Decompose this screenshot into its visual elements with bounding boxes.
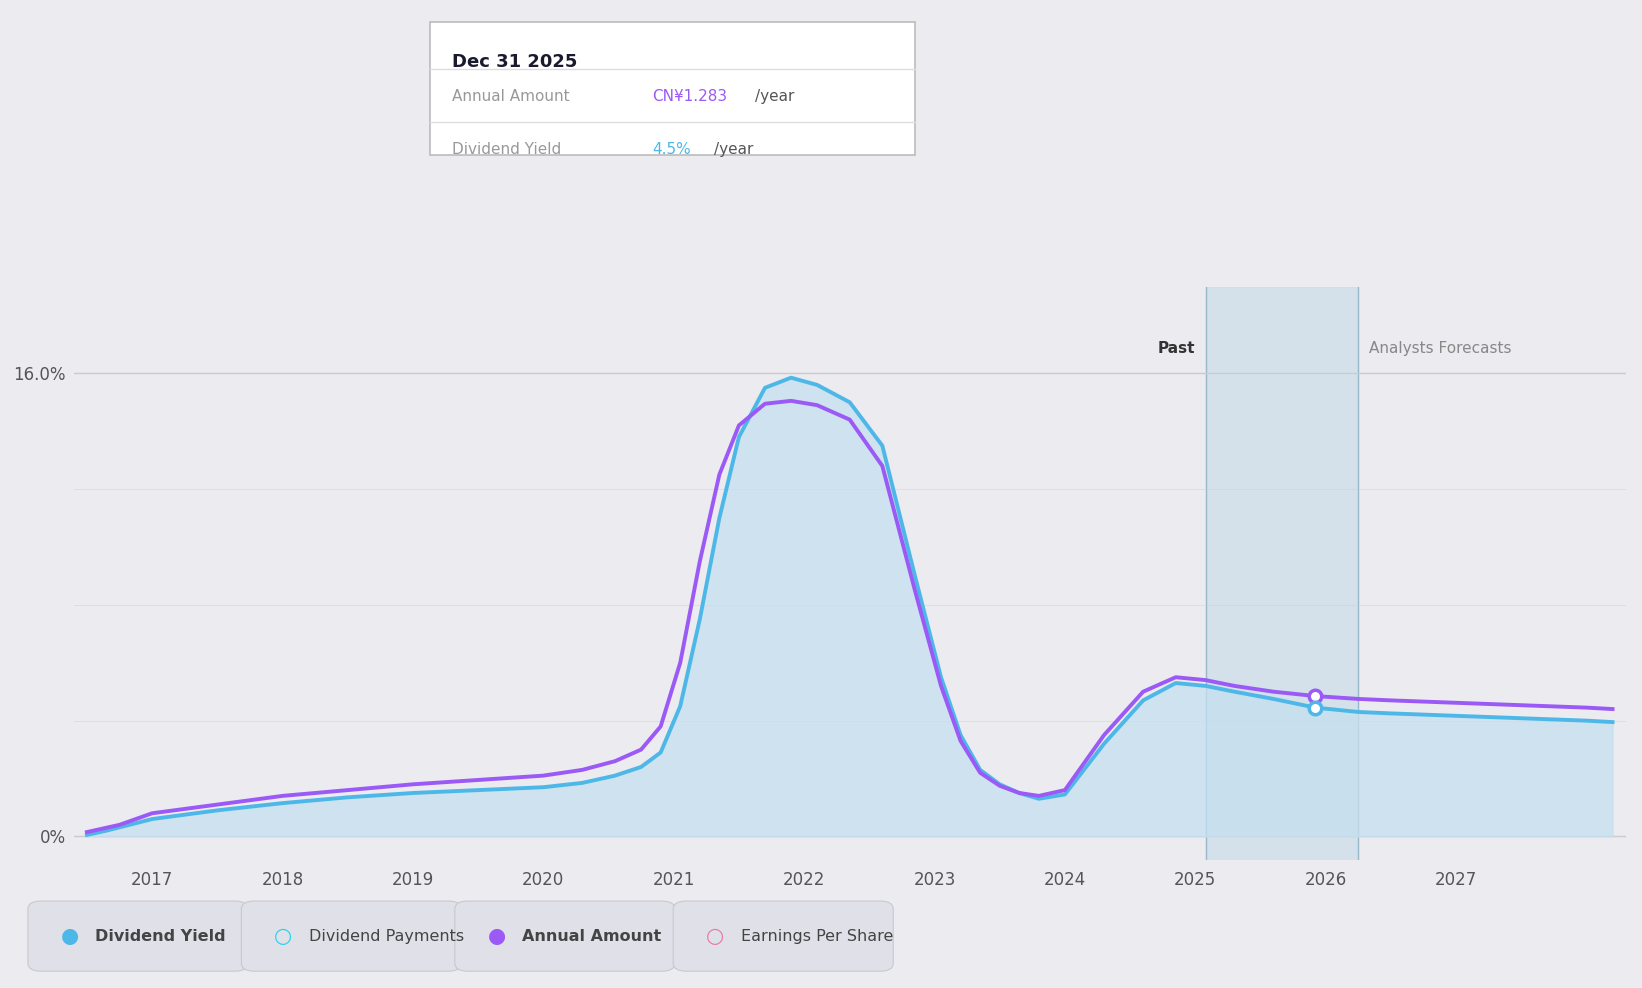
Text: ○: ○ bbox=[706, 926, 724, 947]
Text: Dividend Payments: Dividend Payments bbox=[309, 929, 463, 944]
Text: Annual Amount: Annual Amount bbox=[522, 929, 662, 944]
Bar bbox=[1205, 287, 1358, 860]
Text: ●: ● bbox=[488, 926, 506, 947]
Text: Dividend Yield: Dividend Yield bbox=[95, 929, 227, 944]
Text: 4.5%: 4.5% bbox=[652, 141, 691, 157]
Text: CN¥1.283: CN¥1.283 bbox=[652, 89, 727, 105]
Text: /year: /year bbox=[714, 141, 754, 157]
Text: Earnings Per Share: Earnings Per Share bbox=[741, 929, 893, 944]
Text: Past: Past bbox=[1158, 341, 1195, 356]
Text: Dividend Yield: Dividend Yield bbox=[452, 141, 562, 157]
Text: Analysts Forecasts: Analysts Forecasts bbox=[1369, 341, 1511, 356]
Text: Annual Amount: Annual Amount bbox=[452, 89, 570, 105]
Text: /year: /year bbox=[755, 89, 795, 105]
Text: ●: ● bbox=[61, 926, 79, 947]
Text: ○: ○ bbox=[274, 926, 292, 947]
Text: Dec 31 2025: Dec 31 2025 bbox=[452, 53, 576, 71]
